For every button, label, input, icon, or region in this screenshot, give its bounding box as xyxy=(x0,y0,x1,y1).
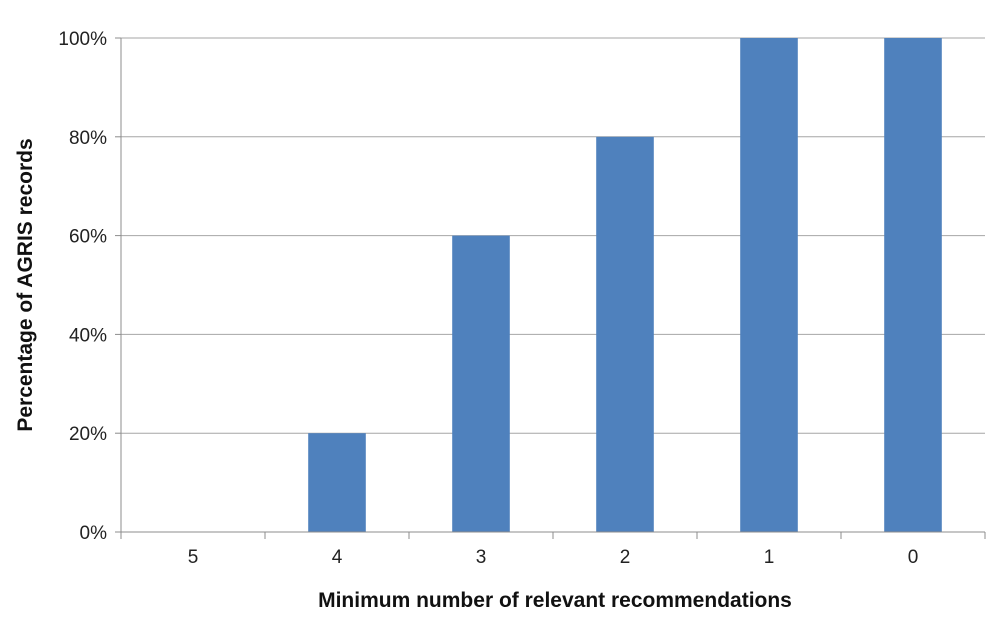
bar-4 xyxy=(308,433,366,532)
bars xyxy=(308,38,942,533)
x-tick-labels: 5 4 3 2 1 0 xyxy=(188,547,919,568)
y-axis-title: Percentage of AGRIS records xyxy=(14,138,37,431)
y-tick-label: 60% xyxy=(69,227,107,248)
y-tick-label: 20% xyxy=(69,424,107,445)
x-tick-label: 3 xyxy=(476,547,487,568)
x-tick-label: 2 xyxy=(620,547,631,568)
x-tick-label: 1 xyxy=(764,547,775,568)
bar-1 xyxy=(740,38,798,532)
x-tick-label: 0 xyxy=(908,547,919,568)
y-tick-label: 100% xyxy=(58,29,107,50)
bar-3 xyxy=(452,235,510,532)
bar-0 xyxy=(884,38,942,532)
x-axis-title: Minimum number of relevant recommendatio… xyxy=(318,589,792,612)
y-tick-labels: 0% 20% 40% 60% 80% 100% xyxy=(58,29,107,544)
bar-2 xyxy=(596,136,654,533)
y-tick-label: 80% xyxy=(69,128,107,149)
x-tick-label: 4 xyxy=(332,547,343,568)
axes xyxy=(115,37,986,539)
gridlines xyxy=(121,37,985,434)
x-tick-label: 5 xyxy=(188,547,199,568)
y-tick-label: 0% xyxy=(80,523,108,544)
y-tick-label: 40% xyxy=(69,325,107,346)
